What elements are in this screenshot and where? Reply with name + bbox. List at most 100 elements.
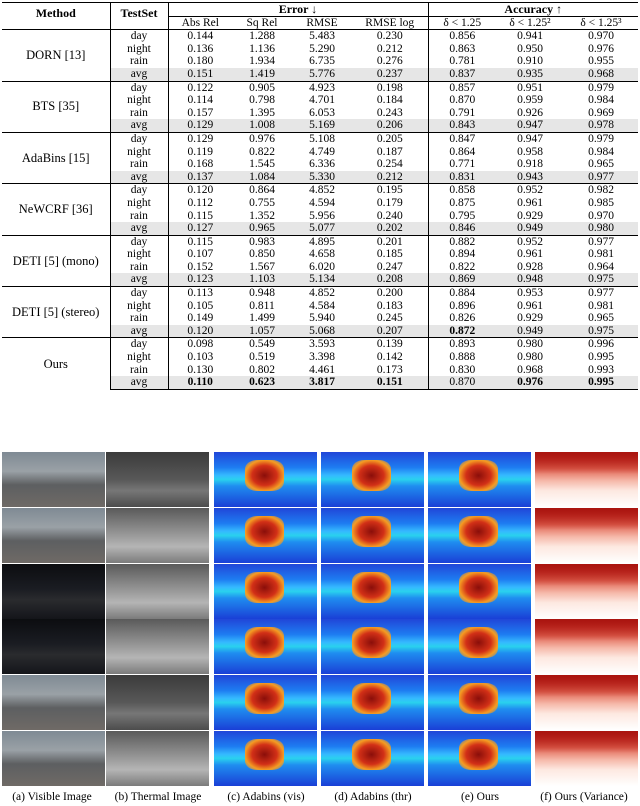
- table-row: night 0.112 0.755 4.594 0.179 0.875 0.961 0.985: [2, 196, 638, 210]
- value-cell: 0.549: [232, 337, 292, 352]
- testset-header: TestSet: [110, 1, 169, 31]
- adabins-vis-depth-thumbnail: [214, 508, 317, 563]
- value-cell: 5.077: [292, 222, 352, 236]
- value-cell: 0.961: [517, 299, 543, 312]
- value-cell: 0.850: [249, 248, 275, 261]
- value-cell: 5.956: [309, 209, 335, 222]
- value-cell: 0.831: [428, 170, 496, 184]
- value-cell: 0.623: [232, 376, 292, 390]
- value-cell: 0.276: [352, 55, 429, 68]
- value-cell: 0.948: [496, 273, 564, 287]
- testset-cell: rain: [110, 106, 169, 120]
- table-row: NeWCRF [36] day 0.120 0.864 4.852 0.195 0.858 0…: [2, 183, 638, 236]
- accuracy-header: Accuracy ↑: [428, 2, 638, 17]
- value-cell: 0.943: [496, 170, 564, 184]
- value-cell: 0.928: [517, 260, 543, 273]
- value-cell: 0.136: [187, 42, 214, 55]
- value-cell: 4.852: [292, 286, 352, 300]
- value-cell: 0.926: [517, 106, 543, 119]
- testset-cell: night: [110, 248, 169, 261]
- value-cell: 5.108: [292, 131, 352, 146]
- adabins-thr-depth-thumbnail: [321, 731, 424, 786]
- ours-variance-thumbnail: [535, 508, 638, 563]
- value-cell: 0.247: [352, 260, 429, 274]
- table-row: rain 0.149 1.499 5.940 0.245 0.826 0.929 0.965: [2, 312, 638, 325]
- value-cell: 0.947: [496, 119, 564, 133]
- value-cell: 0.781: [449, 55, 476, 68]
- value-cell: 0.929: [517, 209, 543, 222]
- value-cell: 0.207: [352, 324, 429, 338]
- value-cell: 0.869: [428, 273, 496, 287]
- value-cell: 4.852: [292, 183, 352, 197]
- ours-depth-thumbnail: [428, 564, 531, 619]
- thermal-image-thumbnail: [106, 452, 209, 507]
- table-row: night 0.107 0.850 4.658 0.185 0.894 0.961 0.981: [2, 248, 638, 261]
- value-cell: 0.183: [352, 299, 429, 313]
- value-cell: 6.020: [309, 260, 335, 273]
- value-cell: 0.968: [517, 363, 543, 376]
- table-body: DORN [13] day 0.144 1.288 5.483 0.230 0.856 0.9…: [2, 29, 638, 390]
- value-cell: 0.137: [168, 170, 232, 184]
- caption-adabins-vis: (c) Adabins (vis): [227, 791, 305, 803]
- testset-cell: avg: [110, 324, 169, 338]
- value-cell: 5.776: [292, 67, 352, 82]
- adabins-vis-depth-thumbnail: [214, 731, 317, 786]
- value-cell: 0.114: [187, 94, 213, 107]
- method-name: DORN [13]: [2, 29, 111, 82]
- value-cell: 0.795: [449, 209, 476, 222]
- value-cell: 0.830: [449, 363, 476, 376]
- value-cell: 0.948: [232, 286, 292, 300]
- table-row: rain 0.157 1.395 6.053 0.243 0.791 0.926 0.969: [2, 106, 638, 120]
- ours-depth-thumbnail: [428, 452, 531, 507]
- value-cell: 0.129: [168, 119, 232, 133]
- value-cell: 0.961: [517, 196, 543, 209]
- value-cell: 0.113: [168, 286, 232, 300]
- value-cell: 0.981: [588, 248, 614, 261]
- value-cell: 4.701: [309, 94, 335, 107]
- value-cell: 0.893: [428, 337, 496, 352]
- value-cell: 4.594: [309, 196, 335, 209]
- value-cell: 0.905: [232, 80, 292, 95]
- value-cell: 0.127: [168, 222, 232, 236]
- value-cell: 0.894: [449, 248, 476, 261]
- value-cell: 0.976: [232, 131, 292, 146]
- testset-cell: rain: [110, 55, 169, 68]
- testset-cell: day: [110, 80, 169, 95]
- ours-variance-thumbnail: [535, 619, 638, 674]
- value-cell: 1.057: [232, 324, 292, 338]
- value-cell: 0.935: [496, 67, 564, 82]
- value-cell: 4.923: [292, 80, 352, 95]
- value-cell: 1.934: [249, 55, 275, 68]
- value-cell: 0.979: [564, 131, 638, 146]
- value-cell: 0.864: [449, 145, 476, 158]
- ours-depth-thumbnail: [428, 619, 531, 674]
- caption-adabins-thr: (d) Adabins (thr): [334, 791, 412, 803]
- value-cell: 0.822: [449, 260, 476, 273]
- testset-cell: night: [110, 196, 169, 210]
- value-cell: 0.982: [564, 183, 638, 197]
- table-row: rain 0.180 1.934 6.735 0.276 0.781 0.910 0.955: [2, 55, 638, 68]
- testset-cell: avg: [110, 67, 169, 82]
- testset-cell: day: [110, 286, 169, 300]
- value-cell: 0.941: [496, 29, 564, 43]
- testset-cell: rain: [110, 363, 169, 377]
- metric-header: RMSE log: [352, 16, 429, 31]
- testset-cell: rain: [110, 158, 169, 171]
- value-cell: 0.965: [232, 222, 292, 236]
- value-cell: 0.180: [187, 55, 214, 68]
- value-cell: 0.996: [564, 337, 638, 352]
- value-cell: 0.103: [187, 351, 214, 364]
- table-row: avg 0.137 1.084 5.330 0.212 0.831 0.943 0.977: [2, 170, 638, 184]
- table-row: AdaBins [15] day 0.129 0.976 5.108 0.205 0.847…: [2, 131, 638, 184]
- value-cell: 0.168: [187, 158, 214, 171]
- table-row: DETI [5] (mono) day 0.115 0.983 4.895 0.201 0.…: [2, 234, 638, 287]
- value-cell: 0.152: [187, 260, 214, 273]
- value-cell: 5.169: [292, 119, 352, 133]
- metric-header: δ < 1.25²: [496, 16, 564, 31]
- value-cell: 1.395: [249, 106, 275, 119]
- value-cell: 0.979: [564, 80, 638, 95]
- value-cell: 0.949: [496, 324, 564, 338]
- table-row: night 0.119 0.822 4.749 0.187 0.864 0.958 0.984: [2, 145, 638, 159]
- testset-cell: day: [110, 234, 169, 249]
- value-cell: 0.115: [187, 209, 213, 222]
